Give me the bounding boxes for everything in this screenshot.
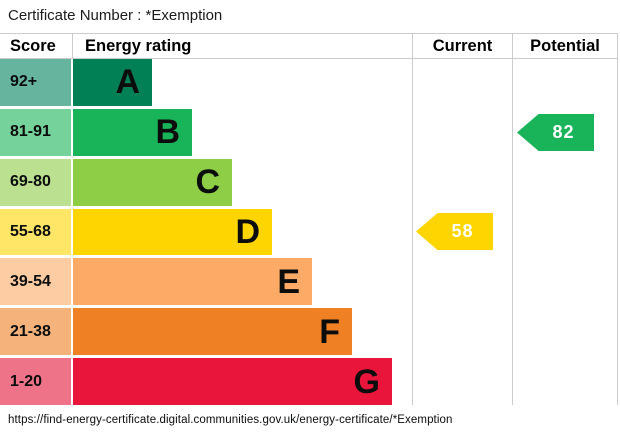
band-row-d: 55-68 D bbox=[0, 208, 392, 256]
band-row-g: 1-20 G bbox=[0, 358, 392, 406]
band-bar-g: G bbox=[73, 358, 392, 406]
header-score: Score bbox=[10, 36, 56, 55]
band-score-range: 81-91 bbox=[0, 108, 71, 156]
score-column-divider bbox=[72, 33, 73, 58]
bands-body: 92+ A 81-91 B 69-80 C 55-68 D 39-54 E 21-38 F 1-20 G bbox=[0, 59, 392, 406]
band-bar-e: E bbox=[73, 258, 312, 306]
header-bottom-border bbox=[0, 58, 618, 59]
header-current: Current bbox=[432, 36, 493, 55]
band-score-range: 92+ bbox=[0, 59, 71, 106]
band-row-a: 92+ A bbox=[0, 59, 392, 106]
band-row-e: 39-54 E bbox=[0, 258, 392, 306]
band-score-range: 69-80 bbox=[0, 158, 71, 206]
current-rating-arrow: 58 bbox=[416, 213, 493, 250]
band-bar-d: D bbox=[73, 208, 272, 256]
potential-column-divider bbox=[512, 33, 513, 405]
potential-rating-value: 82 bbox=[552, 122, 575, 142]
band-row-b: 81-91 B bbox=[0, 108, 392, 156]
current-rating-value: 58 bbox=[451, 221, 474, 241]
band-score-range: 21-38 bbox=[0, 308, 71, 356]
potential-rating-arrow: 82 bbox=[517, 114, 594, 151]
table-right-border bbox=[617, 33, 618, 405]
band-row-c: 69-80 C bbox=[0, 158, 392, 206]
table-top-border bbox=[0, 33, 618, 34]
header-energy-rating: Energy rating bbox=[85, 36, 192, 55]
band-score-range: 39-54 bbox=[0, 258, 71, 306]
band-row-f: 21-38 F bbox=[0, 308, 392, 356]
band-score-range: 1-20 bbox=[0, 358, 71, 406]
band-bar-f: F bbox=[73, 308, 352, 356]
band-bar-a: A bbox=[73, 59, 152, 106]
footer-url: https://find-energy-certificate.digital.… bbox=[8, 414, 453, 426]
band-bar-c: C bbox=[73, 158, 232, 206]
current-column-divider bbox=[412, 33, 413, 405]
page-title: Certificate Number : *Exemption bbox=[8, 7, 223, 24]
band-bar-b: B bbox=[73, 108, 192, 156]
header-potential: Potential bbox=[530, 36, 600, 55]
band-score-range: 55-68 bbox=[0, 208, 71, 256]
